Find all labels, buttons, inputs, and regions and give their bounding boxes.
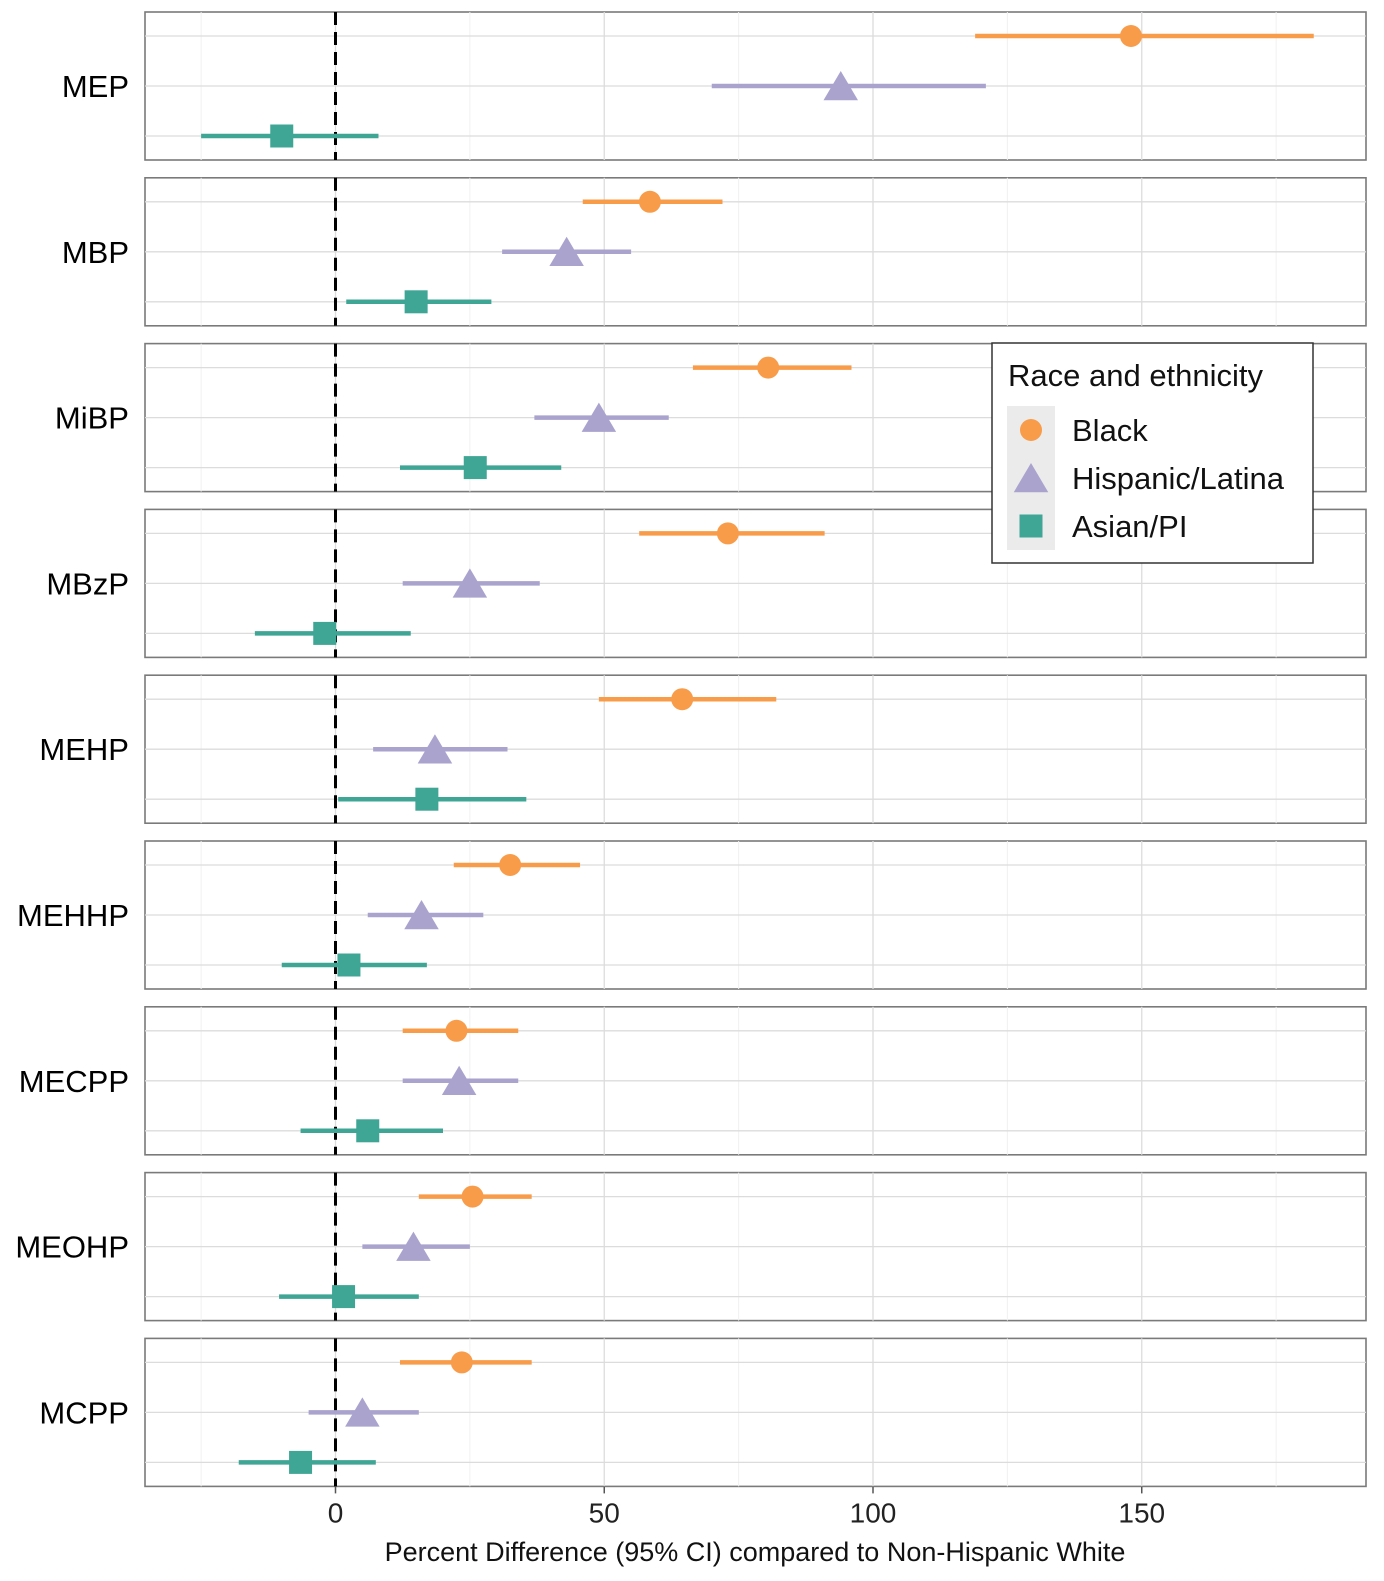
panel-mehhp: MEHHP: [17, 840, 1367, 990]
x-tick-label: 50: [589, 1497, 620, 1528]
point-hispanic-latina: [452, 568, 488, 598]
point-asian-pi: [332, 1285, 356, 1309]
point-black: [757, 356, 780, 379]
point-hispanic-latina: [549, 236, 584, 267]
point-black: [461, 1185, 484, 1208]
panel-mcpp: MCPP: [39, 1337, 1367, 1488]
panel-label: MEHHP: [17, 898, 129, 933]
panel-label: MBP: [62, 235, 129, 270]
point-black: [638, 190, 661, 213]
point-asian-pi: [289, 1450, 313, 1474]
point-hispanic-latina: [345, 1397, 380, 1427]
legend-label-black: Black: [1072, 413, 1148, 448]
panel-mbp: MBP: [62, 177, 1367, 327]
point-hispanic-latina: [404, 900, 439, 930]
panel-label: MCPP: [39, 1395, 129, 1430]
legend-label-asian-pi: Asian/PI: [1072, 509, 1187, 544]
x-tick-label: 0: [328, 1497, 344, 1528]
point-hispanic-latina: [396, 1231, 431, 1261]
x-tick-label: 150: [1118, 1497, 1165, 1528]
panel-meohp: MEOHP: [15, 1171, 1367, 1322]
point-asian-pi: [404, 290, 428, 314]
point-asian-pi: [356, 1119, 380, 1143]
x-axis-title: Percent Difference (95% CI) compared to …: [385, 1537, 1126, 1567]
point-black: [1120, 25, 1142, 47]
point-asian-pi: [270, 124, 294, 148]
point-asian-pi: [463, 456, 487, 480]
panel-label: MEP: [62, 69, 129, 104]
point-black: [445, 1019, 468, 1042]
panel-mep: MEP: [62, 11, 1367, 161]
point-asian-pi: [313, 621, 337, 645]
point-black: [499, 854, 522, 876]
point-black: [671, 688, 694, 711]
panels: MEP MBP MiBP MBzP MEHP MEHHP MECPP MEOHP MCPP: [15, 11, 1367, 1488]
legend-marker-hispanic-latina: [1013, 463, 1049, 493]
x-tick-label: 100: [850, 1497, 897, 1528]
legend-marker-asian-pi: [1019, 514, 1043, 538]
panel-label: MBzP: [46, 566, 129, 601]
legend-label-hispanic-latina: Hispanic/Latina: [1072, 461, 1285, 496]
point-black: [716, 522, 739, 545]
point-asian-pi: [337, 953, 361, 977]
panel-label: MEHP: [39, 732, 129, 767]
panel-mehp: MEHP: [39, 674, 1367, 825]
panel-label: MiBP: [55, 401, 129, 436]
panel-mecpp: MECPP: [19, 1005, 1367, 1156]
point-hispanic-latina: [581, 402, 617, 432]
point-hispanic-latina: [417, 734, 453, 764]
panel-label: MECPP: [19, 1064, 129, 1099]
legend-marker-black: [1020, 419, 1042, 441]
panel-label: MEOHP: [15, 1230, 129, 1265]
point-hispanic-latina: [441, 1065, 477, 1096]
point-hispanic-latina: [823, 71, 858, 101]
point-asian-pi: [415, 787, 439, 811]
x-axis: 0 50 100 150: [328, 1486, 1165, 1528]
point-black: [450, 1351, 473, 1374]
legend: Race and ethnicity Black Hispanic/Latina As…: [991, 342, 1314, 564]
legend-title: Race and ethnicity: [1008, 358, 1264, 393]
